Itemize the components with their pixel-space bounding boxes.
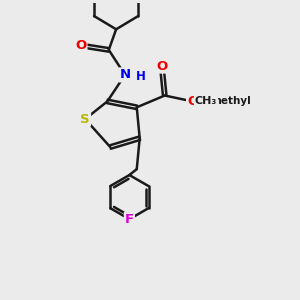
Text: S: S (80, 112, 90, 126)
Text: CH₃: CH₃ (195, 96, 217, 106)
Text: H: H (136, 70, 146, 83)
Text: O: O (75, 39, 86, 52)
Text: O: O (187, 95, 198, 108)
Text: F: F (125, 213, 134, 226)
Text: O: O (156, 60, 167, 73)
Text: N: N (119, 68, 130, 81)
Text: methyl: methyl (210, 96, 251, 106)
